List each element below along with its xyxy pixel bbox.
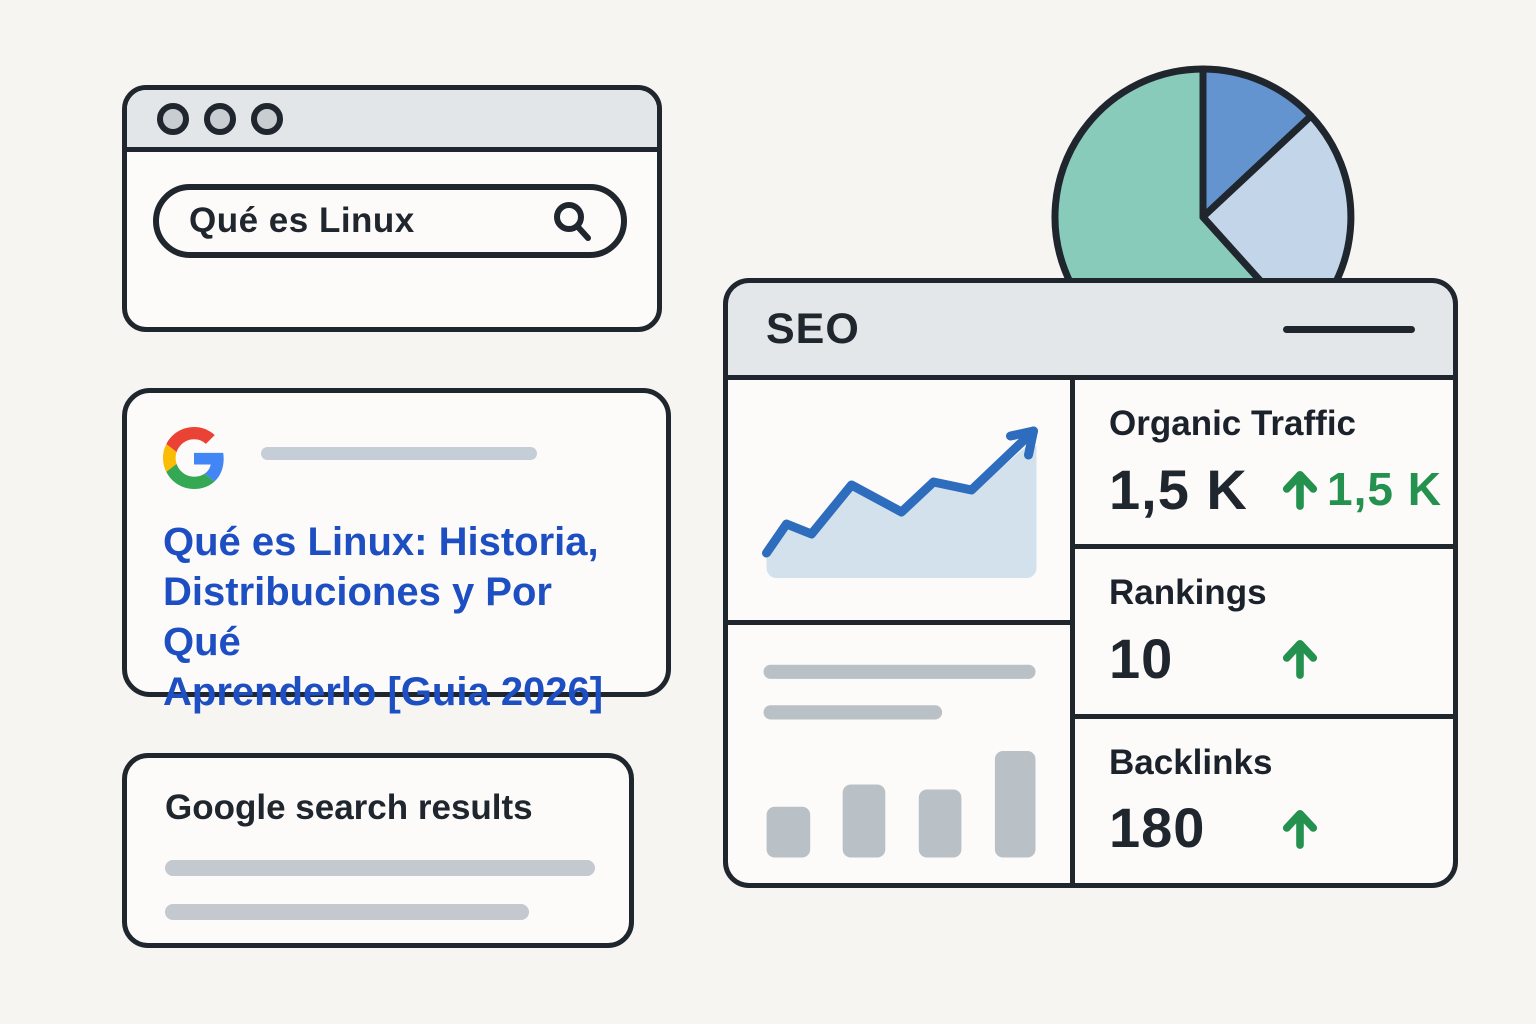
results-card-title: Google search results xyxy=(165,788,533,827)
stat-label: Organic Traffic xyxy=(1109,404,1357,443)
search-icon[interactable] xyxy=(551,199,595,243)
pie-slice-blue xyxy=(1199,65,1315,221)
text-placeholder-line xyxy=(165,904,529,920)
minimize-dash-icon[interactable] xyxy=(1283,325,1415,333)
stat-label: Backlinks xyxy=(1109,742,1273,782)
trend-up-icon xyxy=(1282,470,1318,510)
stat-label: Rankings xyxy=(1109,573,1267,613)
stat-row: 10 xyxy=(1109,623,1453,693)
text-placeholder-line xyxy=(165,860,595,876)
result-header xyxy=(163,427,636,489)
line-chart-graphic xyxy=(762,426,1038,578)
trend-up-icon xyxy=(1282,640,1318,680)
stat-delta xyxy=(1281,637,1327,680)
stat-row: 1,5 K 1,5 K xyxy=(1109,454,1453,524)
google-logo-icon xyxy=(163,427,224,489)
result-title-line: Distribuciones y Por Qué xyxy=(163,570,552,664)
stat-value: 180 xyxy=(1109,796,1206,860)
search-bar[interactable]: Qué es Linux xyxy=(153,184,627,258)
seo-panel-title: SEO xyxy=(766,304,860,353)
bar-chart-graphic xyxy=(763,664,1036,858)
url-placeholder-line xyxy=(261,447,537,460)
result-title-line: Qué es Linux: Historia, xyxy=(163,520,599,564)
seo-titlebar: SEO xyxy=(728,283,1453,380)
seo-body: Organic Traffic 1,5 K 1,5 K Rankings xyxy=(728,380,1453,883)
stat-organic-traffic: Organic Traffic 1,5 K 1,5 K xyxy=(1075,380,1453,545)
google-results-card: Google search results xyxy=(122,753,634,948)
browser-content: Qué es Linux xyxy=(127,152,657,258)
stat-value: 1,5 K xyxy=(1109,457,1248,521)
seo-stats-column: Organic Traffic 1,5 K 1,5 K Rankings xyxy=(1075,380,1453,883)
seo-charts-column xyxy=(728,380,1070,883)
stat-delta xyxy=(1281,807,1327,849)
browser-titlebar xyxy=(127,90,657,152)
trend-up-icon xyxy=(1282,809,1318,849)
report-bar-chart xyxy=(728,625,1070,883)
window-dot-icon xyxy=(157,102,189,135)
result-title-link[interactable]: Qué es Linux: Historia, Distribuciones y… xyxy=(163,517,636,717)
search-result-card: Qué es Linux: Historia, Distribuciones y… xyxy=(122,388,671,714)
window-dot-icon xyxy=(204,102,236,135)
traffic-line-chart xyxy=(728,380,1070,620)
window-dot-icon xyxy=(251,102,283,135)
search-query-text: Qué es Linux xyxy=(189,201,415,240)
seo-dashboard-window: SEO xyxy=(723,278,1458,888)
stat-backlinks: Backlinks 180 xyxy=(1075,718,1453,883)
stat-delta: 1,5 K xyxy=(1281,462,1442,516)
result-title-line: Aprenderlo [Guia 2026] xyxy=(163,670,604,714)
browser-window: Qué es Linux xyxy=(122,85,662,332)
stat-delta-text: 1,5 K xyxy=(1327,463,1442,515)
stat-row: 180 xyxy=(1109,793,1453,863)
stat-value: 10 xyxy=(1109,626,1174,690)
stat-rankings: Rankings 10 xyxy=(1075,549,1453,714)
